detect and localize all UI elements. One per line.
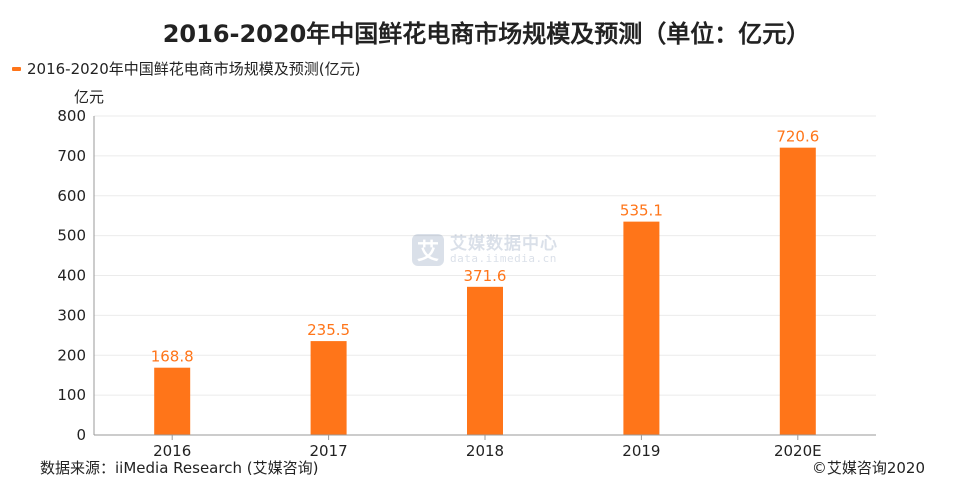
y-tick-label: 200 [57, 346, 86, 364]
chart-legend: 2016-2020年中国鲜花电商市场规模及预测(亿元) [12, 58, 360, 79]
bar [779, 147, 816, 435]
y-axis-ticks: 0 100 200 300 400 500 600 700 800 [57, 107, 86, 444]
x-tick-label: 2020E [774, 442, 822, 460]
copyright: ©艾媒咨询2020 [811, 459, 925, 477]
bar [310, 341, 347, 435]
y-tick-label: 800 [57, 107, 86, 125]
watermark-logo-icon: 艾 [412, 234, 444, 266]
watermark-name: 艾媒数据中心 [450, 233, 558, 254]
legend-label: 2016-2020年中国鲜花电商市场规模及预测(亿元) [27, 60, 361, 78]
y-tick-label: 400 [57, 267, 86, 285]
x-tick-label: 2019 [622, 442, 660, 460]
y-tick-label: 700 [57, 147, 86, 165]
y-tick-label: 100 [57, 386, 86, 404]
bar [154, 367, 191, 435]
y-tick-label: 500 [57, 227, 86, 245]
x-axis-ticks: 2016 2017 2018 2019 2020E [153, 435, 822, 460]
data-label: 535.1 [620, 202, 663, 220]
data-label: 235.5 [307, 321, 350, 339]
data-source: 数据来源：iiMedia Research (艾媒咨询) [40, 459, 319, 477]
y-tick-label: 600 [57, 187, 86, 205]
data-label: 720.6 [776, 128, 819, 146]
y-tick-label: 0 [76, 426, 86, 444]
y-axis-unit-label: 亿元 [74, 88, 105, 106]
legend-swatch [12, 66, 21, 71]
bar [623, 221, 660, 435]
data-label: 168.8 [151, 348, 194, 366]
grid-lines [94, 115, 876, 396]
watermark: 艾 艾媒数据中心 data.iimedia.cn [412, 234, 558, 266]
bars [154, 147, 816, 435]
watermark-url: data.iimedia.cn [450, 252, 557, 266]
y-tick-label: 300 [57, 306, 86, 324]
x-tick-label: 2016 [153, 442, 191, 460]
x-tick-label: 2017 [310, 442, 348, 460]
bar [467, 286, 503, 435]
x-tick-label: 2018 [466, 442, 504, 460]
data-labels: 168.8 235.5 371.6 535.1 720.6 [151, 128, 820, 366]
chart-title: 2016-2020年中国鲜花电商市场规模及预测（单位：亿元） [162, 20, 811, 48]
data-label: 371.6 [464, 267, 507, 285]
